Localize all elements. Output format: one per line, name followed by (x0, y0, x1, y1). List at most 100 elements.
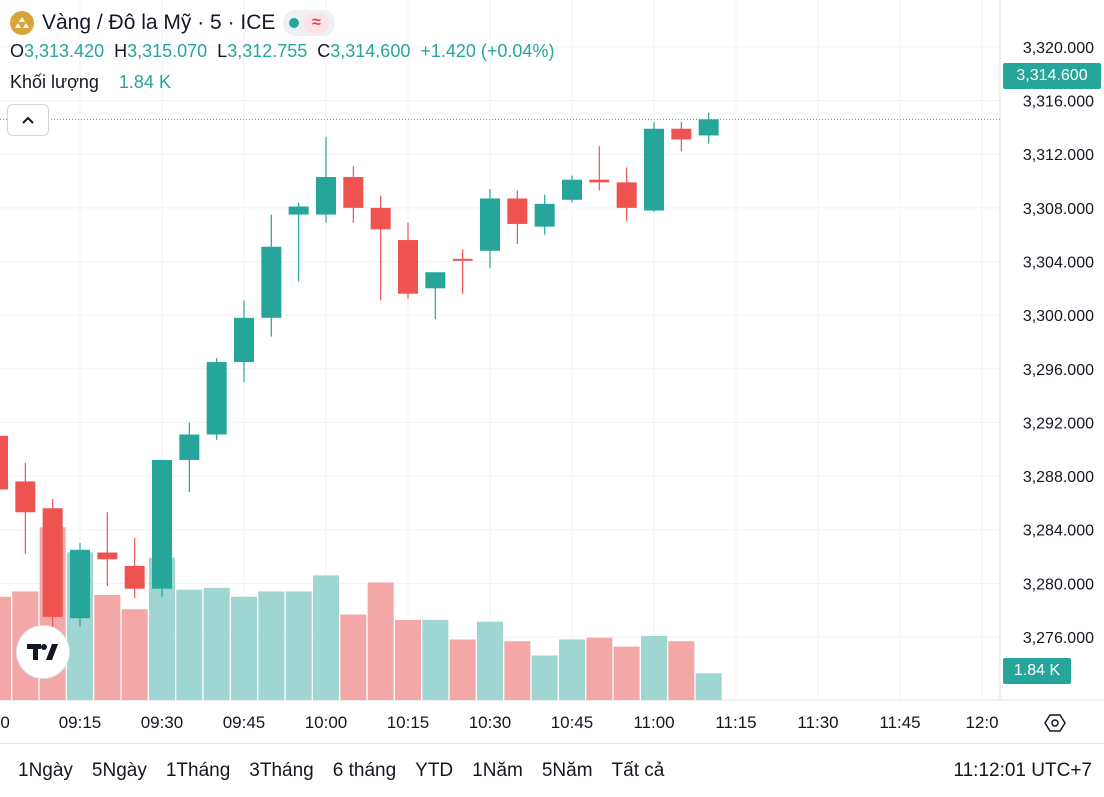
candle-body (480, 198, 500, 251)
range-1y-button[interactable]: 1Năm (472, 760, 523, 781)
volume-bar (313, 575, 339, 700)
y-tick-label: 3,312.000 (1023, 147, 1094, 164)
volume-bar (94, 594, 121, 700)
y-tick-label: 3,304.000 (1023, 254, 1094, 271)
collapse-legend-button[interactable] (7, 104, 49, 136)
candle-body (452, 258, 473, 261)
settings-hexagon-icon[interactable] (1042, 710, 1068, 736)
symbol-title[interactable]: Vàng / Đô la Mỹ · 5 · ICE (42, 11, 276, 34)
range-ytd-button[interactable]: YTD (415, 760, 454, 781)
y-tick-label: 3,320.000 (1023, 40, 1094, 57)
range-1d-button[interactable]: 1Ngày (18, 760, 73, 781)
y-tick-label: 3,284.000 (1023, 523, 1094, 540)
volume-bar (668, 641, 695, 700)
x-tick-label: 11:30 (797, 713, 838, 732)
close-value: 3,314.600 (330, 41, 411, 61)
volume-bar (340, 614, 367, 700)
candle-body (589, 179, 610, 183)
candle-body (370, 207, 391, 230)
candle-body (616, 182, 637, 208)
volume-tag: 1.84 K (1003, 658, 1071, 684)
volume-bar (285, 591, 312, 700)
clock-timezone[interactable]: 11:12:01 UTC+7 (953, 760, 1092, 781)
range-1m-button[interactable]: 1Tháng (165, 760, 231, 781)
high-value: 3,315.070 (127, 41, 208, 61)
candle-body (42, 508, 63, 617)
candle-body (0, 435, 8, 490)
time-axis: :00 09:15 09:30 09:45 10:00 10:15 10:30 10:45 11… (0, 713, 999, 732)
volume-bar (449, 639, 476, 700)
volume-bar (121, 609, 148, 700)
volume-bar (586, 637, 613, 700)
volume-bar (203, 587, 230, 700)
y-tick-label: 3,296.000 (1023, 362, 1094, 379)
gold-symbol-icon[interactable] (10, 11, 34, 35)
x-tick-label: 11:15 (715, 713, 756, 732)
ohlc-legend: O3,313.420 H3,315.070 L3,312.755 C3,314.… (10, 41, 554, 62)
volume-bar (559, 639, 585, 700)
open-value: 3,313.420 (24, 41, 105, 61)
y-tick-label: 3,276.000 (1023, 630, 1094, 647)
candlesticks (0, 112, 719, 650)
volume-bar (695, 673, 722, 700)
chevron-up-icon (22, 116, 34, 124)
change-value: +1.420 (+0.04%) (420, 41, 555, 61)
close-label: C (317, 41, 331, 61)
range-5y-button[interactable]: 5Năm (541, 760, 593, 781)
volume-label: Khối lượng (10, 72, 99, 92)
last-price-tag: 3,314.600 (1003, 63, 1101, 89)
range-5d-button[interactable]: 5Ngày (91, 760, 147, 781)
y-tick-label: 3,308.000 (1023, 201, 1094, 218)
candle-body (234, 317, 254, 363)
range-all-button[interactable]: Tất cả (611, 760, 665, 781)
volume-bar (613, 646, 640, 700)
market-open-icon (289, 18, 300, 28)
x-tick-label: 10:15 (387, 713, 430, 732)
candle-body (671, 128, 692, 140)
x-tick-label: 11:45 (879, 713, 920, 732)
candle-body (261, 246, 282, 318)
volume-bar (422, 619, 449, 700)
x-tick-label: 09:30 (141, 713, 184, 732)
candle-body (288, 206, 309, 215)
volume-bar (477, 621, 503, 700)
candle-body (507, 198, 528, 224)
candle-body (15, 481, 36, 513)
candle-body (644, 128, 664, 211)
y-tick-label: 3,300.000 (1023, 308, 1094, 325)
y-tick-label: 3,288.000 (1023, 469, 1094, 486)
volume-bar (176, 589, 203, 700)
volume-bar (504, 641, 531, 700)
x-tick-label: 10:30 (469, 713, 512, 732)
candle-body (70, 549, 90, 619)
candle-body (562, 179, 582, 200)
candle-body (206, 362, 227, 435)
x-tick-label: 11:00 (633, 713, 674, 732)
price-chart[interactable]: 3,276.000 3,280.000 3,284.000 3,288.000 3,29… (0, 0, 1104, 745)
tradingview-logo-icon[interactable] (16, 625, 70, 679)
volume-value: 1.84 K (118, 72, 171, 92)
high-label: H (114, 41, 128, 61)
x-tick-label: 09:45 (223, 713, 266, 732)
x-tick-label: 10:00 (305, 713, 348, 732)
time-range-bar: 1Ngày 5Ngày 1Tháng 3Tháng 6 tháng YTD 1N… (8, 758, 673, 784)
range-3m-button[interactable]: 3Tháng (249, 760, 314, 781)
candle-body (425, 272, 446, 289)
candle-body (534, 203, 555, 227)
toolbar-divider (0, 743, 1104, 744)
x-tick-label: 10:45 (551, 713, 594, 732)
price-axis: 3,276.000 3,280.000 3,284.000 3,288.000 3,29… (1023, 40, 1094, 647)
volume-bar (395, 619, 421, 700)
candle-body (152, 459, 172, 589)
range-6m-button[interactable]: 6 tháng (332, 760, 397, 781)
volume-bar (0, 596, 11, 700)
volume-bar (531, 655, 558, 700)
status-pill[interactable]: ≈ (283, 10, 336, 36)
volume-bar (231, 596, 257, 700)
x-tick-label: 12:0 (965, 713, 998, 732)
y-tick-label: 3,280.000 (1023, 576, 1094, 593)
candle-body (97, 552, 118, 560)
x-tick-label: :00 (0, 713, 10, 732)
candle-body (179, 434, 200, 460)
delayed-data-icon: ≈ (303, 13, 330, 33)
